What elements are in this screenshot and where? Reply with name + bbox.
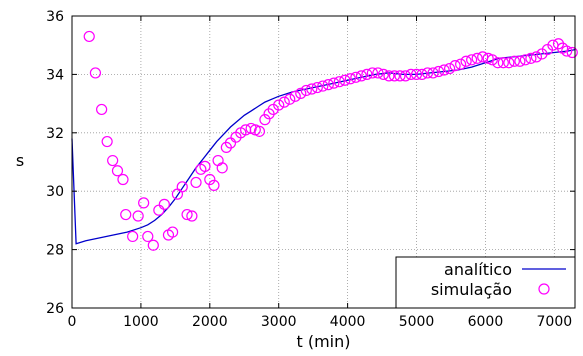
legend-label-simulacao: simulação bbox=[431, 280, 512, 299]
data-point-simulacao bbox=[147, 239, 159, 251]
data-point-simulacao bbox=[514, 55, 526, 67]
data-point-simulacao bbox=[449, 60, 461, 72]
data-point-simulacao bbox=[117, 173, 129, 186]
axis-ticks: 0 1000 2000 3000 4000 5000 6000 7000 26 28 30 32 34 3… bbox=[46, 9, 575, 330]
data-point-simulacao bbox=[372, 67, 384, 79]
data-point-simulacao bbox=[120, 208, 132, 221]
x-tick-label: 3000 bbox=[261, 314, 297, 330]
data-point-simulacao bbox=[344, 73, 356, 85]
data-point-simulacao bbox=[438, 64, 450, 76]
x-tick-label: 5000 bbox=[399, 314, 435, 330]
legend-swatch-simulacao bbox=[538, 283, 550, 295]
legend: analítico simulação bbox=[395, 256, 576, 309]
data-point-simulacao bbox=[333, 76, 345, 88]
x-tick-label: 6000 bbox=[468, 314, 504, 330]
data-point-simulacao bbox=[525, 52, 537, 64]
data-point-simulacao bbox=[519, 54, 531, 66]
x-tick-label: 2000 bbox=[192, 314, 228, 330]
data-point-simulacao bbox=[492, 57, 504, 69]
data-point-simulacao bbox=[83, 30, 95, 43]
data-point-simulacao bbox=[278, 96, 290, 108]
y-tick-label: 28 bbox=[46, 243, 64, 259]
y-tick-label: 34 bbox=[46, 67, 64, 83]
data-point-simulacao bbox=[432, 65, 445, 78]
data-point-simulacao bbox=[295, 87, 307, 99]
x-tick-label: 0 bbox=[68, 314, 77, 330]
data-point-simulacao bbox=[410, 68, 423, 81]
data-point-simulacao bbox=[89, 67, 102, 79]
data-point-simulacao bbox=[466, 54, 478, 66]
plot-frame bbox=[71, 15, 576, 309]
data-point-simulacao bbox=[111, 165, 124, 177]
data-point-simulacao bbox=[300, 84, 312, 97]
data-point-simulacao bbox=[204, 173, 216, 186]
x-axis-label: t (min) bbox=[296, 332, 350, 351]
data-point-simulacao bbox=[181, 208, 193, 221]
data-point-simulacao bbox=[339, 74, 351, 86]
y-tick-label: 32 bbox=[46, 126, 64, 142]
data-point-simulacao bbox=[443, 62, 456, 75]
data-point-simulacao bbox=[503, 57, 515, 69]
x-tick-label: 1000 bbox=[123, 314, 159, 330]
data-point-simulacao bbox=[199, 160, 211, 172]
data-point-simulacao bbox=[284, 93, 296, 105]
data-point-simulacao bbox=[101, 135, 113, 148]
data-point-simulacao bbox=[405, 68, 417, 81]
data-point-simulacao bbox=[96, 103, 108, 116]
data-point-simulacao bbox=[427, 67, 439, 79]
data-point-simulacao bbox=[158, 198, 170, 210]
data-point-simulacao bbox=[253, 125, 266, 137]
data-point-simulacao bbox=[259, 114, 271, 126]
data-point-simulacao bbox=[455, 58, 467, 70]
data-point-simulacao bbox=[311, 81, 323, 94]
data-point-simulacao bbox=[366, 67, 379, 79]
x-tick-label: 7000 bbox=[537, 314, 573, 330]
y-tick-label: 36 bbox=[46, 9, 64, 25]
data-point-simulacao bbox=[306, 83, 318, 95]
data-point-simulacao bbox=[377, 68, 390, 81]
x-tick-label: 4000 bbox=[330, 314, 366, 330]
series-line-analitico bbox=[71, 48, 576, 245]
data-point-simulacao bbox=[167, 226, 179, 238]
data-point-simulacao bbox=[355, 70, 367, 82]
y-tick-label: 30 bbox=[46, 184, 64, 200]
data-point-simulacao bbox=[497, 57, 509, 69]
data-point-simulacao bbox=[566, 46, 578, 59]
data-point-simulacao bbox=[132, 210, 144, 222]
data-point-simulacao bbox=[216, 162, 228, 174]
data-point-simulacao bbox=[107, 154, 119, 167]
data-point-simulacao bbox=[486, 54, 498, 66]
data-point-simulacao bbox=[460, 55, 472, 67]
data-point-simulacao bbox=[530, 51, 543, 63]
data-point-simulacao bbox=[190, 176, 202, 189]
data-point-simulacao bbox=[383, 70, 395, 82]
data-point-simulacao bbox=[142, 230, 154, 243]
data-point-simulacao bbox=[508, 55, 520, 67]
data-point-simulacao bbox=[328, 77, 340, 89]
data-point-simulacao bbox=[317, 80, 329, 92]
data-point-simulacao bbox=[273, 99, 285, 111]
data-point-simulacao bbox=[138, 197, 150, 209]
legend-label-analitico: analítico bbox=[444, 260, 512, 279]
data-point-simulacao bbox=[421, 67, 434, 79]
data-point-simulacao bbox=[416, 68, 428, 81]
data-point-simulacao bbox=[350, 71, 362, 83]
plot-area bbox=[71, 30, 578, 251]
data-point-simulacao bbox=[394, 70, 406, 82]
data-point-simulacao bbox=[561, 45, 573, 57]
data-point-simulacao bbox=[322, 79, 334, 91]
data-point-simulacao bbox=[471, 52, 483, 64]
data-point-simulacao bbox=[289, 90, 301, 102]
data-point-simulacao bbox=[388, 70, 401, 82]
data-point-simulacao bbox=[186, 210, 198, 222]
data-point-simulacao bbox=[361, 68, 373, 81]
y-axis-label: s bbox=[16, 151, 24, 170]
data-point-simulacao bbox=[399, 70, 412, 82]
data-point-simulacao bbox=[208, 179, 220, 191]
data-point-simulacao bbox=[176, 181, 188, 193]
legend-box bbox=[395, 256, 576, 309]
data-point-simulacao bbox=[127, 230, 139, 243]
y-tick-label: 26 bbox=[46, 301, 64, 317]
